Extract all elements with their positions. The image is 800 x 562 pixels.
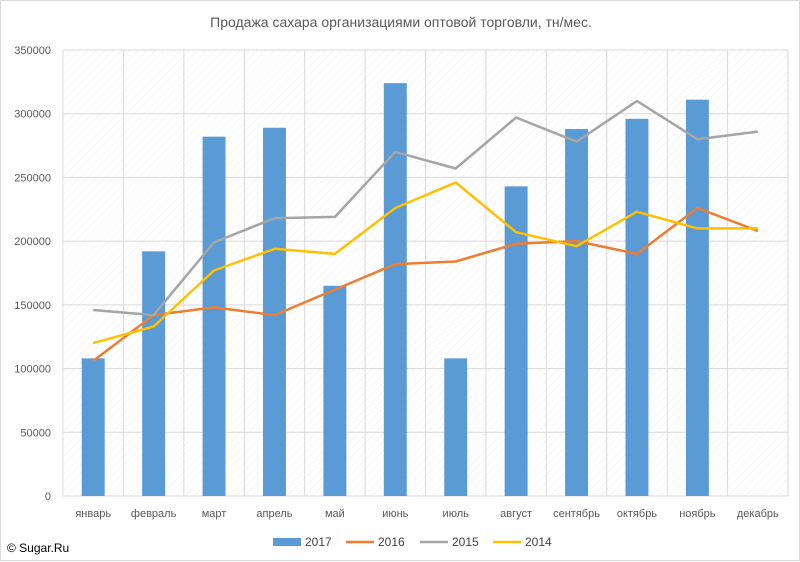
line-series-2014 [92, 181, 758, 345]
y-tick-label: 250000 [14, 172, 51, 184]
bar-2017 [444, 358, 468, 496]
line-series-2016 [92, 206, 759, 362]
legend-label-2017: 2017 [305, 535, 332, 549]
bar-2017 [625, 118, 649, 496]
x-tick-label: май [325, 508, 345, 520]
bars-layer [81, 83, 709, 496]
bar-2017 [323, 285, 347, 496]
grid-layer [62, 49, 789, 497]
x-tick-label: март [202, 508, 227, 520]
chart-title: Продажа сахара организациями оптовой тор… [210, 14, 592, 30]
y-tick-label: 100000 [14, 364, 51, 376]
y-tick-label: 350000 [14, 45, 51, 57]
x-tick-label: апрель [256, 508, 292, 520]
y-axis-ticks: 0 50000 100000 150000 200000 250000 300000 3500… [14, 45, 51, 503]
legend-swatch-2017 [273, 538, 301, 546]
legend-label-2016: 2016 [378, 535, 405, 549]
legend-label-2015: 2015 [452, 535, 479, 549]
y-tick-label: 0 [45, 491, 51, 503]
x-tick-label: август [500, 508, 532, 520]
x-axis-ticks: январь февраль март апрель май июнь июль август… [75, 508, 779, 520]
x-tick-label: июль [443, 508, 470, 520]
y-tick-label: 200000 [14, 236, 51, 248]
copyright-text: © Sugar.Ru [7, 541, 69, 555]
bar-2017 [142, 251, 166, 496]
legend: 2017 2016 2015 2014 [273, 535, 552, 549]
line-series-2015 [93, 99, 758, 317]
bar-2017 [202, 136, 226, 496]
bar-2017 [383, 83, 407, 496]
x-tick-label: октябрь [617, 508, 657, 520]
x-tick-label: сентябрь [553, 508, 600, 520]
x-tick-label: июнь [382, 508, 408, 520]
bar-2017 [504, 186, 528, 496]
bar-2017 [81, 358, 105, 496]
x-tick-label: январь [75, 508, 111, 520]
y-tick-label: 300000 [14, 109, 51, 121]
y-tick-label: 50000 [20, 427, 51, 439]
x-tick-label: февраль [131, 508, 177, 520]
y-tick-label: 150000 [14, 300, 51, 312]
x-tick-label: ноябрь [679, 508, 716, 520]
lines-layer [92, 99, 759, 362]
bar-2017 [565, 129, 589, 496]
bar-2017 [685, 99, 709, 496]
legend-label-2014: 2014 [525, 535, 552, 549]
x-tick-label: декабрь [737, 508, 779, 520]
